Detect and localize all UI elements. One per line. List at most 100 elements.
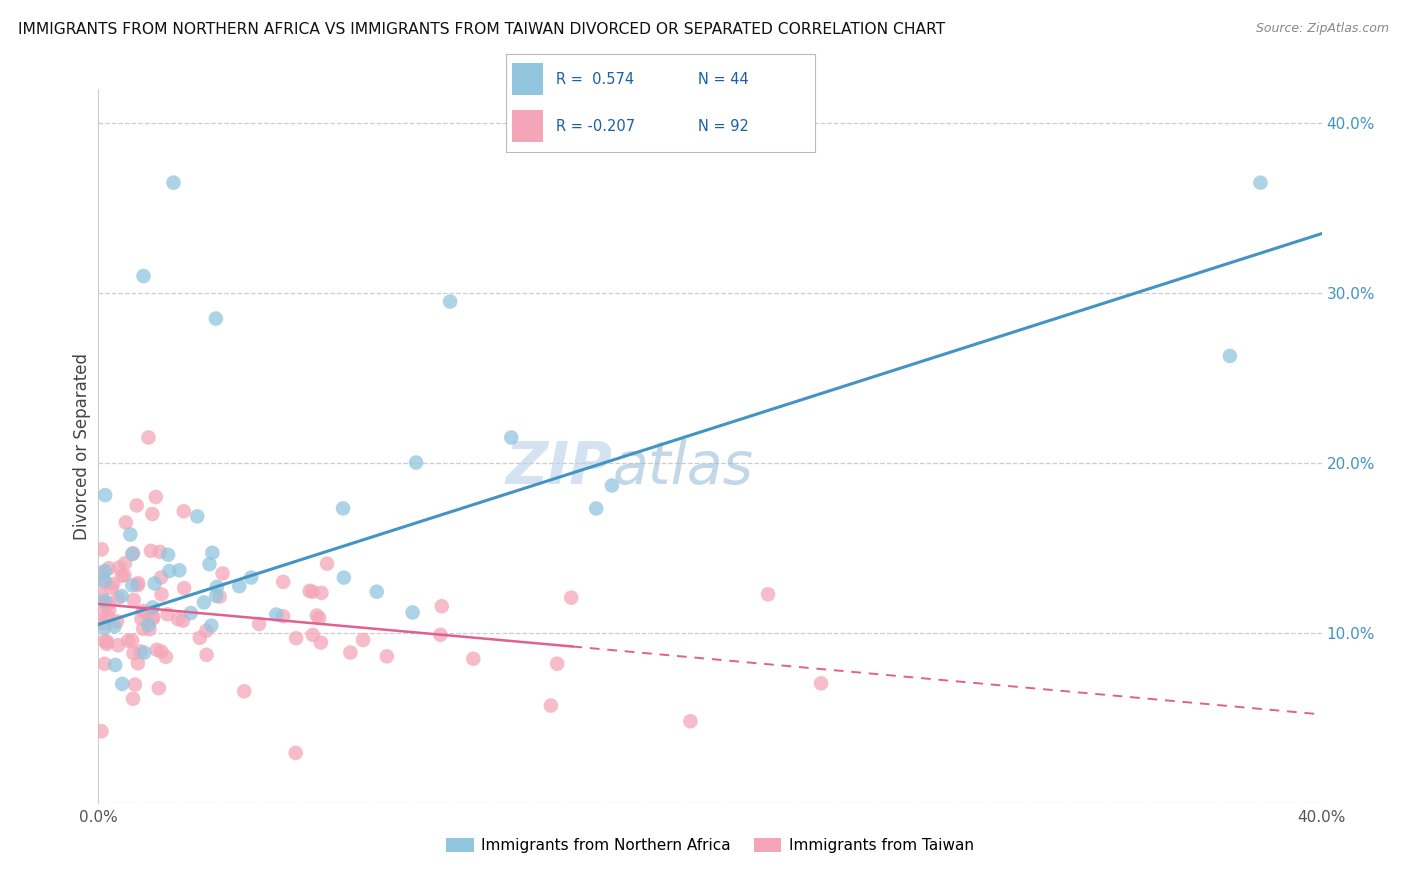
Point — [173, 504, 195, 518]
Point — [271, 609, 294, 624]
Point — [150, 570, 173, 584]
Point — [285, 631, 308, 645]
Point — [138, 617, 160, 632]
Point — [111, 589, 134, 603]
Point — [205, 311, 228, 326]
Point — [90, 588, 112, 602]
Point — [90, 724, 112, 739]
Point — [169, 563, 191, 577]
Point — [125, 499, 148, 513]
Text: IMMIGRANTS FROM NORTHERN AFRICA VS IMMIGRANTS FROM TAIWAN DIVORCED OR SEPARATED : IMMIGRANTS FROM NORTHERN AFRICA VS IMMIG… — [18, 22, 945, 37]
Point — [142, 612, 165, 626]
Point — [96, 637, 118, 651]
Point — [463, 652, 485, 666]
Point — [756, 587, 779, 601]
Point — [205, 580, 228, 594]
Point — [105, 615, 128, 629]
Point — [94, 564, 117, 578]
Point — [117, 633, 139, 648]
Point — [135, 606, 157, 620]
Point — [228, 579, 250, 593]
Point — [114, 556, 136, 570]
Point — [121, 578, 143, 592]
Point — [121, 547, 143, 561]
Point — [162, 176, 184, 190]
Point — [100, 581, 122, 595]
Point — [430, 599, 453, 614]
Point — [366, 584, 388, 599]
Text: atlas: atlas — [612, 439, 754, 496]
Point — [810, 676, 832, 690]
Point — [173, 581, 195, 595]
Point — [134, 646, 156, 660]
Point — [139, 544, 162, 558]
Point — [143, 576, 166, 591]
Point — [96, 609, 118, 624]
Point — [401, 606, 423, 620]
Point — [93, 657, 115, 671]
Point — [1219, 349, 1241, 363]
Point — [93, 633, 115, 648]
Point — [122, 691, 145, 706]
Point — [141, 507, 163, 521]
Point — [439, 294, 461, 309]
Point — [142, 610, 165, 624]
Bar — [512, 111, 543, 142]
Point — [188, 631, 211, 645]
Point — [108, 560, 131, 574]
Point — [98, 603, 121, 617]
Point — [138, 430, 160, 444]
Point — [107, 638, 129, 652]
Point — [111, 677, 134, 691]
Point — [122, 593, 145, 607]
Text: ZIP: ZIP — [505, 439, 612, 496]
Point — [115, 516, 138, 530]
Point — [271, 574, 294, 589]
Point — [201, 546, 224, 560]
Point — [195, 624, 218, 638]
Point — [501, 430, 523, 444]
Point — [195, 648, 218, 662]
Point — [93, 621, 115, 635]
Point — [150, 644, 173, 658]
Point — [124, 677, 146, 691]
Point — [138, 622, 160, 636]
Point — [352, 632, 374, 647]
Point — [94, 488, 117, 502]
Point — [149, 545, 172, 559]
Point — [240, 570, 263, 584]
Point — [180, 606, 202, 620]
Point — [316, 557, 339, 571]
Point — [132, 604, 155, 618]
Point — [127, 578, 149, 592]
Point — [311, 586, 333, 600]
Point — [145, 490, 167, 504]
Point — [129, 644, 152, 658]
Bar — [512, 63, 543, 95]
Point — [107, 591, 129, 605]
Legend: Immigrants from Northern Africa, Immigrants from Taiwan: Immigrants from Northern Africa, Immigra… — [440, 831, 980, 859]
Text: N = 92: N = 92 — [697, 119, 749, 134]
Point — [332, 501, 354, 516]
Point — [198, 558, 221, 572]
Point — [145, 642, 167, 657]
Point — [1249, 176, 1271, 190]
Point — [167, 612, 190, 626]
Point — [405, 456, 427, 470]
Point — [97, 596, 120, 610]
Point — [93, 574, 115, 588]
Point — [205, 589, 228, 603]
Point — [600, 478, 623, 492]
Point — [93, 616, 115, 631]
Point — [90, 542, 112, 557]
Point — [560, 591, 582, 605]
Point — [157, 564, 180, 578]
Point — [127, 576, 149, 591]
Point — [284, 746, 307, 760]
Point — [247, 616, 270, 631]
Point — [121, 633, 143, 648]
Point — [309, 635, 332, 649]
Point — [155, 649, 177, 664]
Point — [111, 569, 134, 583]
Text: R =  0.574: R = 0.574 — [555, 71, 634, 87]
